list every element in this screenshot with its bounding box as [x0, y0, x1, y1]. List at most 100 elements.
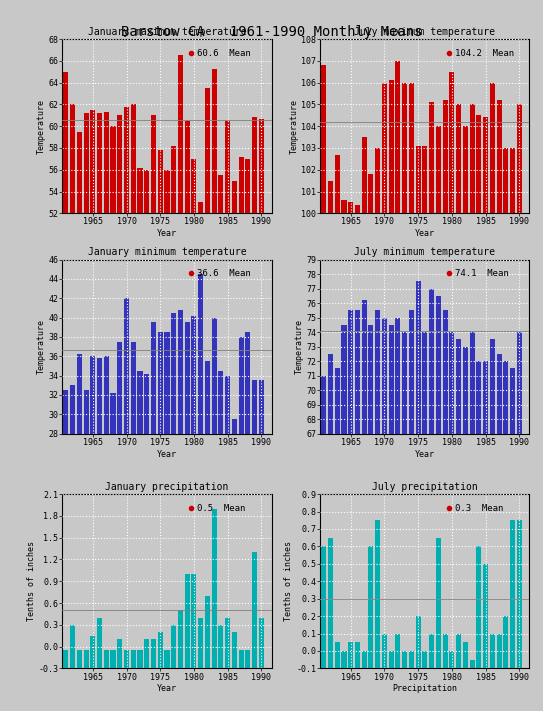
Bar: [510, 520, 515, 668]
Bar: [110, 650, 116, 668]
Bar: [165, 650, 169, 668]
Bar: [362, 651, 367, 668]
Bar: [375, 148, 380, 213]
Bar: [178, 610, 183, 668]
Title: January maximum temperature: January maximum temperature: [87, 27, 247, 37]
Title: January minimum temperature: January minimum temperature: [87, 247, 247, 257]
Bar: [476, 546, 482, 668]
Bar: [90, 110, 96, 213]
Bar: [218, 175, 224, 213]
Bar: [70, 625, 75, 668]
Bar: [151, 639, 156, 668]
Bar: [70, 105, 75, 213]
Bar: [476, 361, 482, 434]
Bar: [422, 146, 427, 213]
Bar: [503, 148, 508, 213]
Bar: [205, 596, 210, 668]
Bar: [429, 289, 434, 434]
Bar: [97, 618, 102, 668]
Bar: [77, 650, 82, 668]
Bar: [389, 325, 394, 434]
Bar: [84, 113, 89, 213]
Bar: [490, 82, 495, 213]
Bar: [185, 574, 190, 668]
Text: 0.5  Mean: 0.5 Mean: [197, 503, 245, 513]
Bar: [490, 339, 495, 434]
Bar: [368, 325, 374, 434]
Bar: [212, 508, 217, 668]
Bar: [375, 310, 380, 434]
Bar: [84, 390, 89, 434]
Bar: [117, 115, 122, 213]
Bar: [321, 546, 326, 668]
Bar: [362, 137, 367, 213]
Bar: [368, 546, 374, 668]
Bar: [238, 156, 244, 213]
Bar: [503, 616, 508, 668]
Bar: [178, 310, 183, 434]
Bar: [470, 660, 475, 668]
Bar: [342, 651, 346, 668]
Bar: [395, 61, 400, 213]
Bar: [124, 298, 129, 434]
Bar: [165, 170, 169, 213]
X-axis label: Year: Year: [415, 449, 435, 459]
Bar: [483, 117, 488, 213]
Bar: [389, 80, 394, 213]
Title: July minimum temperature: July minimum temperature: [355, 247, 495, 257]
Bar: [218, 371, 224, 434]
Bar: [171, 313, 176, 434]
X-axis label: Year: Year: [157, 449, 177, 459]
Bar: [245, 332, 250, 434]
Bar: [84, 650, 89, 668]
Bar: [252, 552, 257, 668]
Bar: [355, 205, 360, 213]
Bar: [334, 368, 340, 434]
Bar: [402, 651, 407, 668]
Bar: [395, 634, 400, 668]
Text: 104.2  Mean: 104.2 Mean: [455, 48, 514, 58]
Bar: [436, 296, 441, 434]
Bar: [368, 174, 374, 213]
Bar: [238, 650, 244, 668]
Bar: [205, 88, 210, 213]
Bar: [157, 632, 163, 668]
Bar: [342, 325, 346, 434]
Bar: [104, 650, 109, 668]
Bar: [171, 625, 176, 668]
Bar: [64, 72, 68, 213]
Bar: [415, 146, 421, 213]
Bar: [321, 65, 326, 213]
Bar: [225, 121, 230, 213]
Y-axis label: Tenths of inches: Tenths of inches: [27, 541, 35, 621]
Bar: [137, 650, 142, 668]
Bar: [245, 159, 250, 213]
Bar: [104, 112, 109, 213]
Bar: [218, 625, 224, 668]
Bar: [463, 127, 468, 213]
Bar: [443, 634, 447, 668]
Text: 36.6  Mean: 36.6 Mean: [197, 269, 251, 278]
X-axis label: Year: Year: [157, 684, 177, 693]
Bar: [178, 55, 183, 213]
Bar: [510, 148, 515, 213]
Bar: [409, 82, 414, 213]
Bar: [212, 318, 217, 434]
Bar: [355, 642, 360, 668]
Bar: [409, 651, 414, 668]
Y-axis label: Temperature: Temperature: [289, 99, 299, 154]
Bar: [483, 361, 488, 434]
Bar: [165, 332, 169, 434]
Bar: [144, 639, 149, 668]
Bar: [64, 650, 68, 668]
Bar: [131, 342, 136, 434]
Bar: [77, 354, 82, 434]
Bar: [144, 170, 149, 213]
Bar: [342, 201, 346, 213]
Bar: [185, 121, 190, 213]
Bar: [232, 419, 237, 434]
Y-axis label: Temperature: Temperature: [36, 99, 46, 154]
Bar: [470, 332, 475, 434]
Bar: [517, 105, 522, 213]
Bar: [252, 380, 257, 434]
